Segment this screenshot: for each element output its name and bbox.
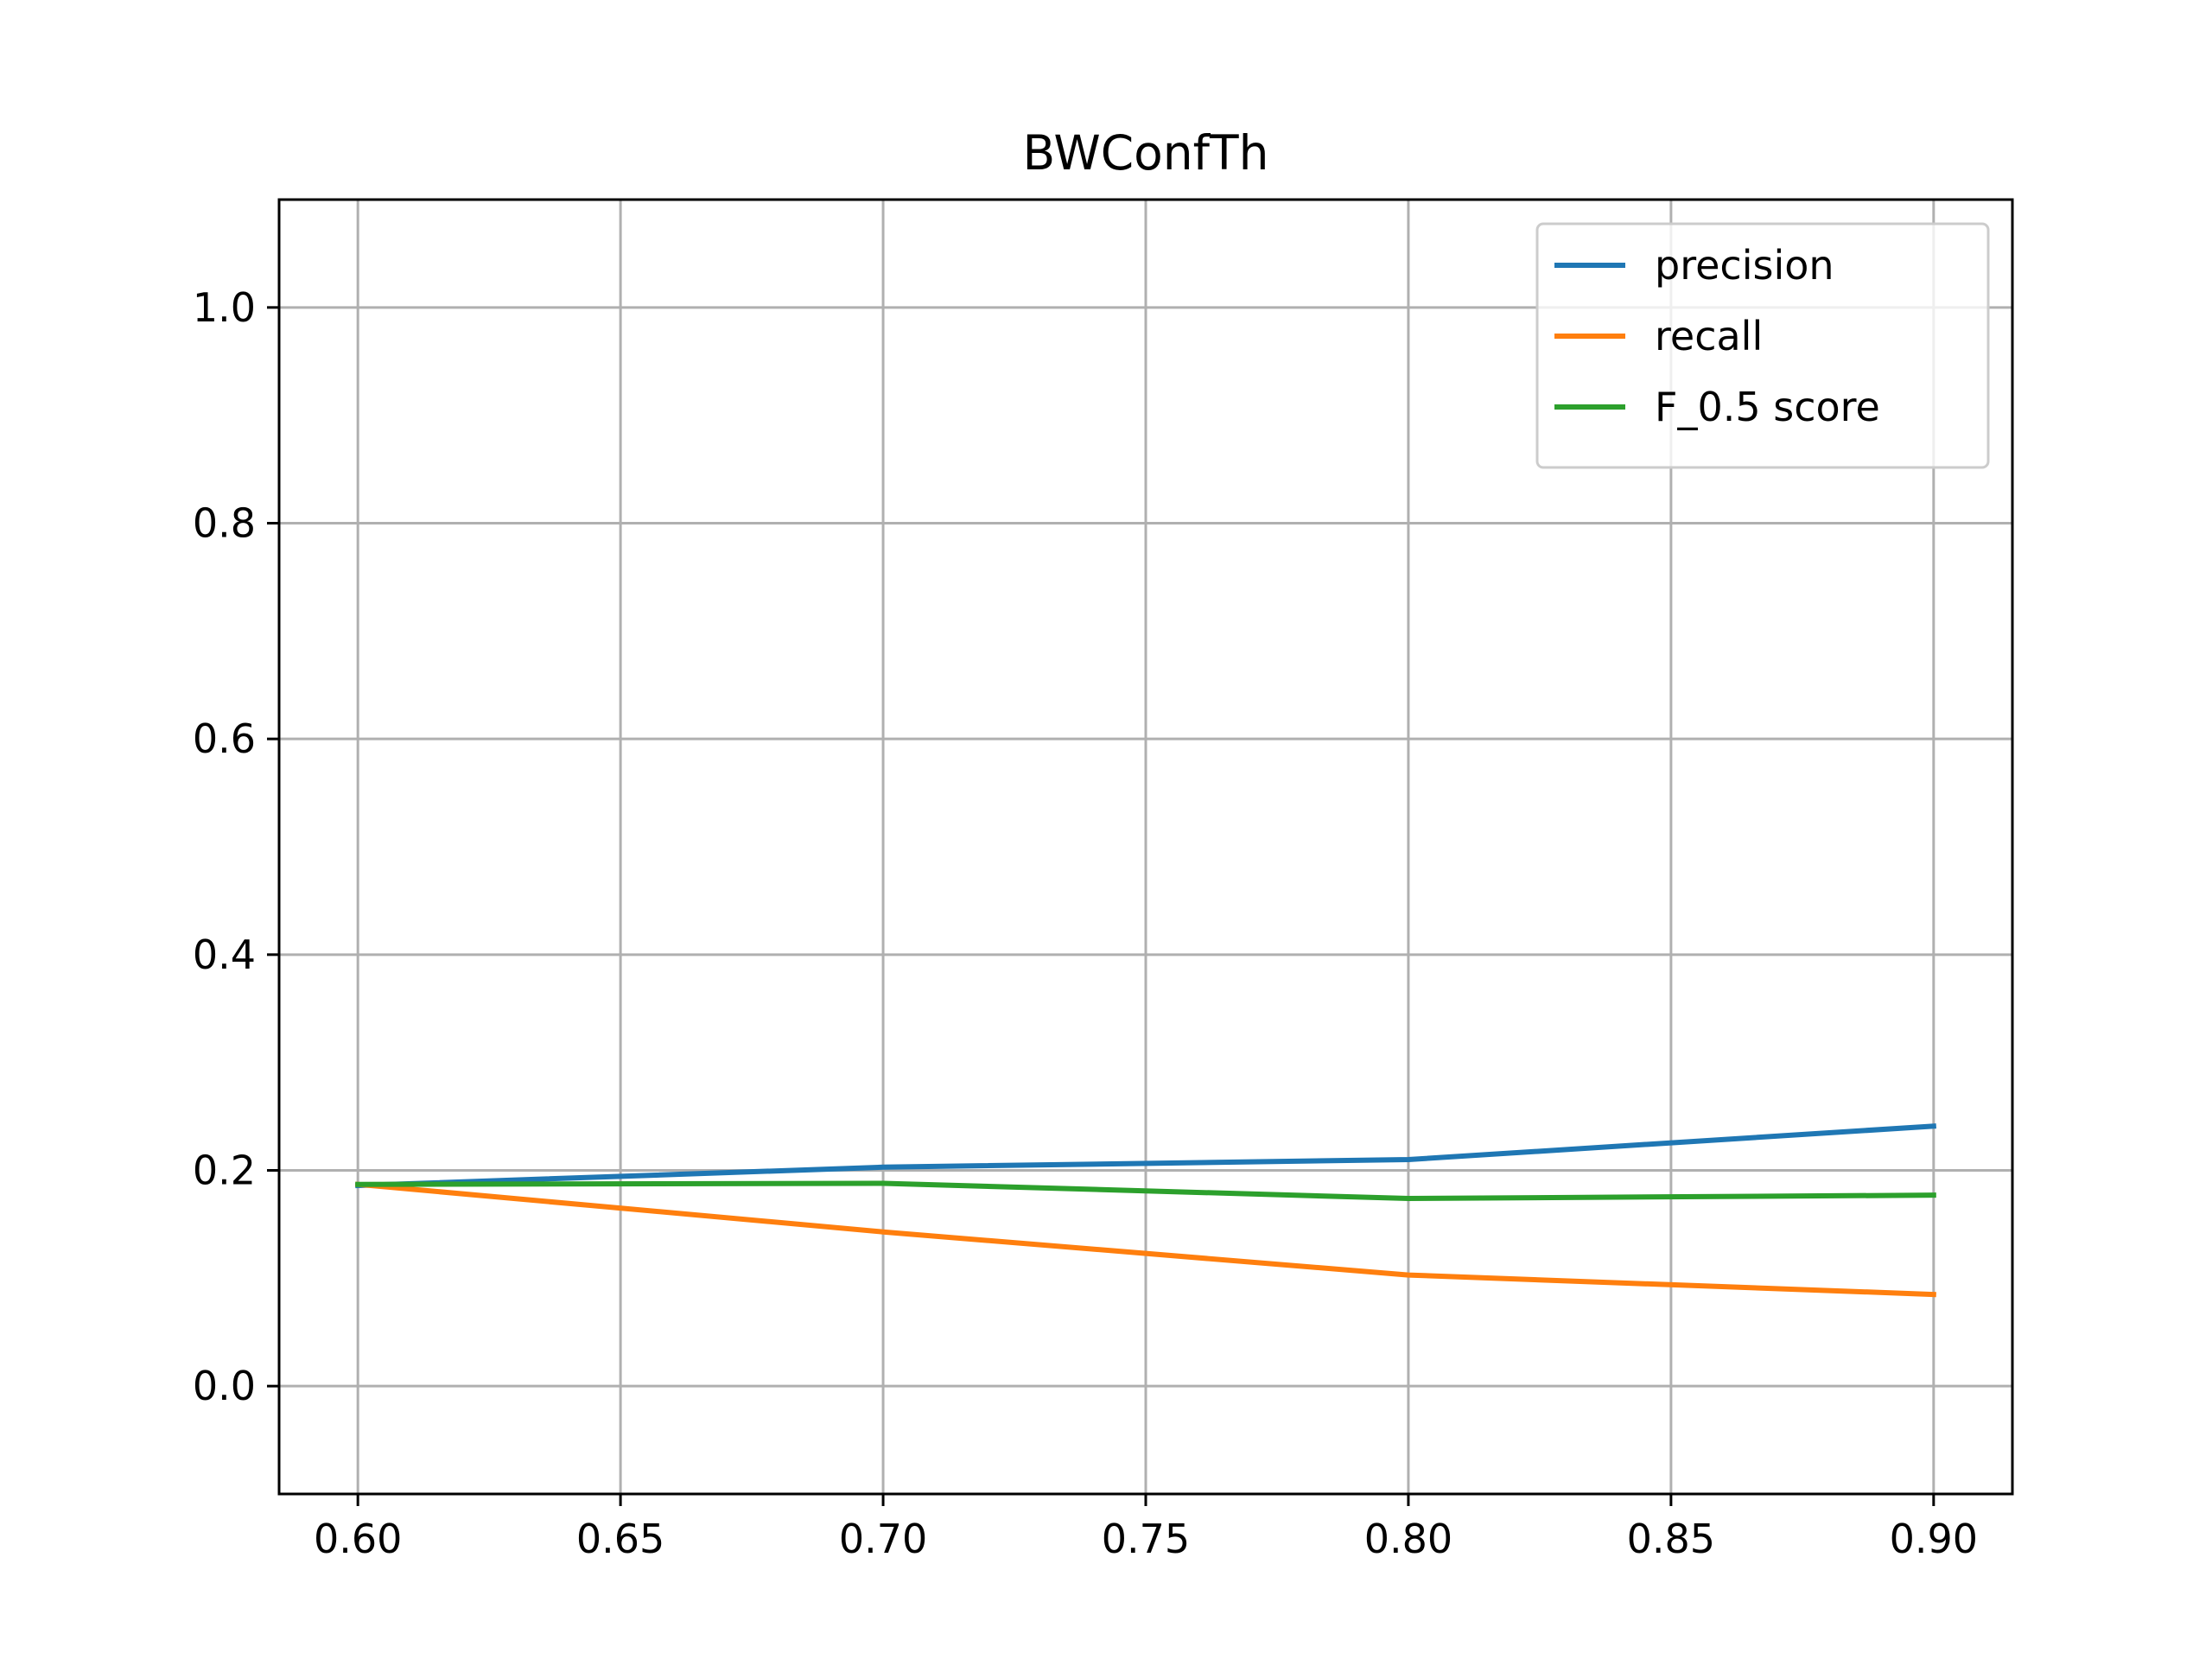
- series-line-f-0-5-score: [355, 1180, 1936, 1201]
- legend-label: precision: [1655, 242, 1834, 289]
- x-tick-label: 0.90: [1890, 1516, 1978, 1562]
- y-tick-label: 0.0: [193, 1363, 256, 1409]
- series-lines: [354, 1123, 1936, 1298]
- y-tick-label: 0.8: [193, 500, 256, 547]
- legend: precision recall F_0.5 score: [1535, 222, 1990, 469]
- x-tick-label: 0.80: [1364, 1516, 1452, 1562]
- axis-ticks: 0.60 0.65 0.70 0.75 0.80 0.85 0.90 0.0 0.2 0.4 0.6…: [193, 284, 1978, 1562]
- y-tick-label: 0.6: [193, 715, 256, 762]
- x-tick-label: 0.65: [576, 1516, 664, 1562]
- y-tick-label: 0.4: [193, 931, 256, 978]
- series-line-recall: [354, 1181, 1936, 1298]
- chart-title: BWConfTh: [1023, 125, 1269, 181]
- y-tick-label: 1.0: [193, 284, 256, 331]
- x-tick-label: 0.70: [839, 1516, 927, 1562]
- legend-label: F_0.5 score: [1655, 384, 1880, 430]
- grid: [279, 200, 2012, 1494]
- legend-label: recall: [1655, 313, 1763, 359]
- series-line-precision: [355, 1123, 1936, 1189]
- y-tick-label: 0.2: [193, 1147, 256, 1194]
- legend-box: [1535, 222, 1990, 469]
- x-tick-label: 0.85: [1627, 1516, 1715, 1562]
- x-tick-label: 0.75: [1102, 1516, 1190, 1562]
- x-tick-label: 0.60: [314, 1516, 402, 1562]
